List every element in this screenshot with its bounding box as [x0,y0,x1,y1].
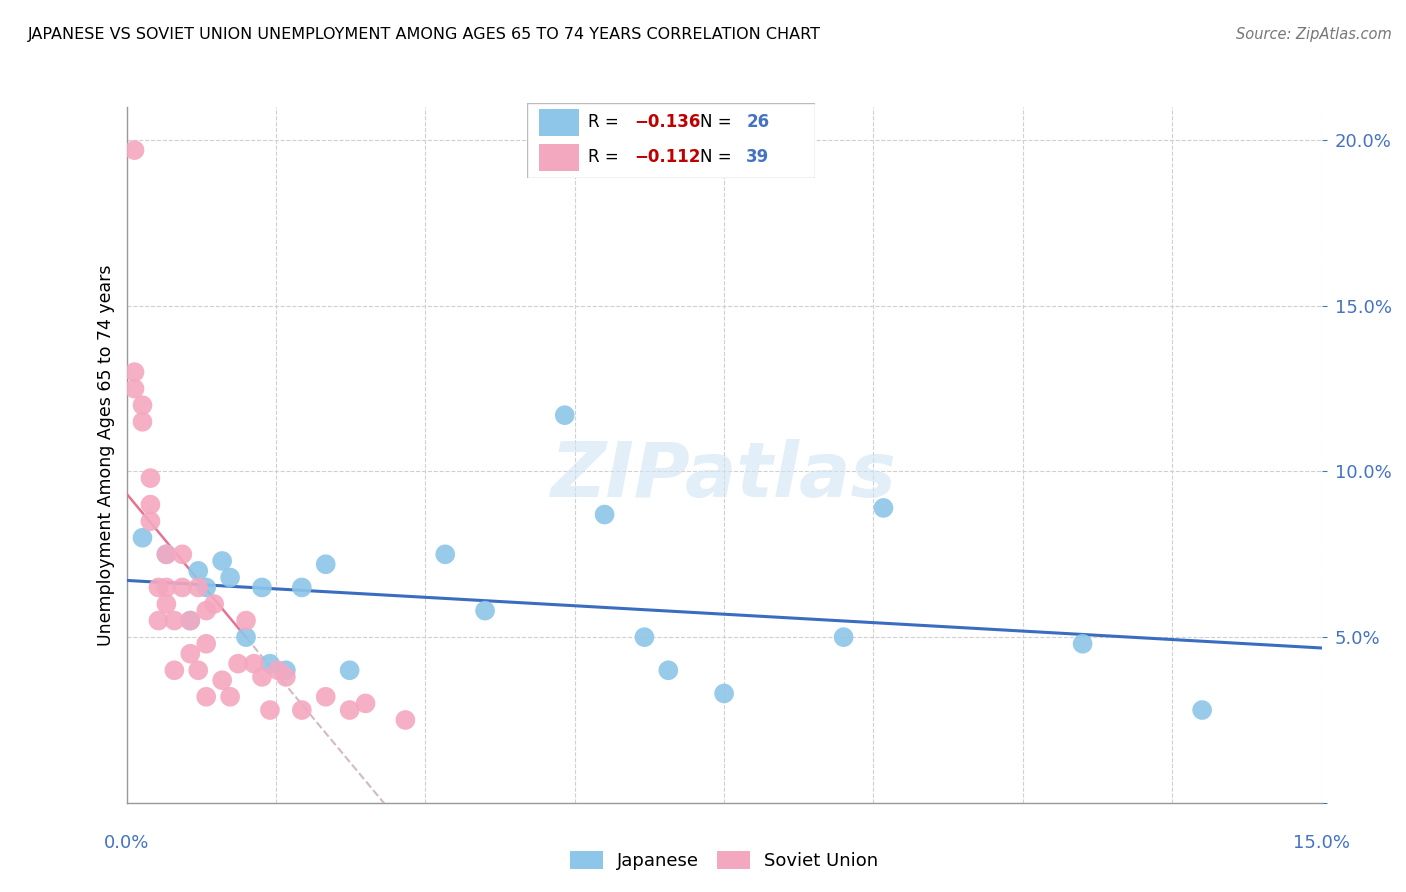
Point [339,703,361,717]
Point [139,471,162,485]
Point [155,581,177,595]
Point [633,630,655,644]
Point [394,713,416,727]
Point [474,604,496,618]
Point [179,614,201,628]
Point [274,670,297,684]
Point [657,663,679,677]
Text: 0.0%: 0.0% [104,834,149,852]
Point [1191,703,1213,717]
Point [593,508,616,522]
Point [243,657,266,671]
Point [179,647,201,661]
Point [148,614,170,628]
Point [250,581,273,595]
Point [434,547,457,561]
Point [1071,637,1094,651]
Point [235,614,257,628]
Point [155,547,177,561]
Point [139,514,162,528]
Text: R =: R = [588,113,624,131]
Text: 15.0%: 15.0% [1294,834,1350,852]
Point [202,597,225,611]
Text: −0.136: −0.136 [634,113,700,131]
Point [124,143,146,157]
Text: R =: R = [588,148,624,166]
Point [179,614,201,628]
Point [713,686,735,700]
Point [315,690,337,704]
Point [250,670,273,684]
Point [219,570,242,584]
FancyBboxPatch shape [538,109,579,136]
Point [172,581,194,595]
Point [163,614,186,628]
Point [131,415,153,429]
Point [155,597,177,611]
Point [211,554,233,568]
Point [195,690,218,704]
Point [195,581,218,595]
Legend: Japanese, Soviet Union: Japanese, Soviet Union [562,844,886,877]
Point [195,637,218,651]
Point [219,690,242,704]
Point [832,630,855,644]
Point [187,564,209,578]
Point [148,581,170,595]
Point [211,673,233,688]
Point [139,498,162,512]
Point [315,558,337,572]
Text: 26: 26 [747,113,769,131]
Text: ZIPatlas: ZIPatlas [551,439,897,513]
Point [226,657,249,671]
Point [124,365,146,379]
Point [163,663,186,677]
FancyBboxPatch shape [538,144,579,171]
Point [131,398,153,412]
Text: Source: ZipAtlas.com: Source: ZipAtlas.com [1236,27,1392,42]
Point [354,697,377,711]
FancyBboxPatch shape [527,103,815,178]
Point [259,703,281,717]
Point [291,703,314,717]
Text: N =: N = [700,148,737,166]
Point [155,547,177,561]
Point [235,630,257,644]
Point [172,547,194,561]
Point [187,663,209,677]
Y-axis label: Unemployment Among Ages 65 to 74 years: Unemployment Among Ages 65 to 74 years [97,264,115,646]
Point [291,581,314,595]
Text: JAPANESE VS SOVIET UNION UNEMPLOYMENT AMONG AGES 65 TO 74 YEARS CORRELATION CHAR: JAPANESE VS SOVIET UNION UNEMPLOYMENT AM… [28,27,821,42]
Text: −0.112: −0.112 [634,148,700,166]
Point [259,657,281,671]
Point [267,663,290,677]
Text: N =: N = [700,113,737,131]
Point [131,531,153,545]
Point [195,604,218,618]
Point [187,581,209,595]
Point [872,500,894,515]
Point [554,408,576,422]
Point [339,663,361,677]
Point [274,663,297,677]
Text: 39: 39 [747,148,769,166]
Point [124,382,146,396]
